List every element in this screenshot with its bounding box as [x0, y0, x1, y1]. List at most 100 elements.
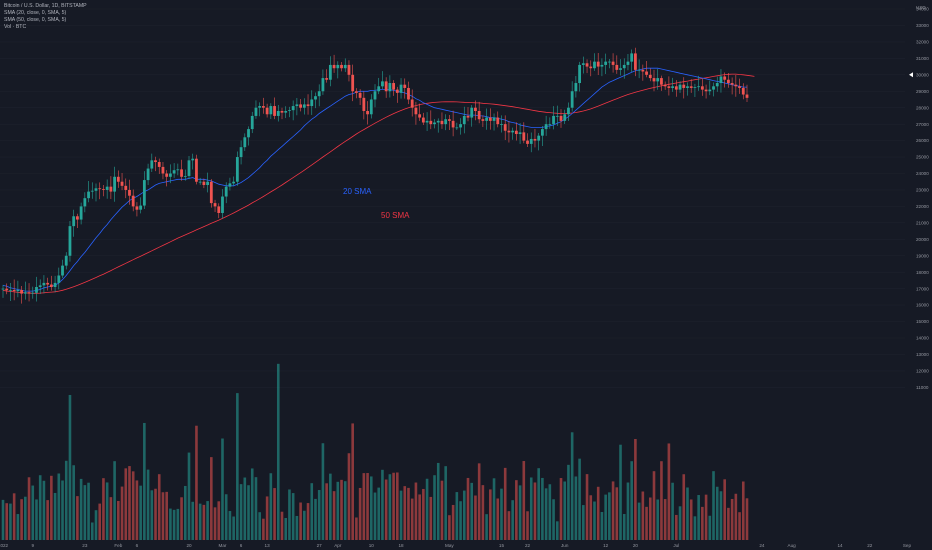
candle-body: [488, 117, 492, 121]
volume-bar: [284, 518, 288, 540]
candle-body: [388, 83, 392, 92]
candle-body: [421, 117, 425, 123]
time-tick-label: Jun: [561, 543, 569, 548]
candle-body: [16, 289, 20, 292]
volume-bar: [451, 504, 455, 540]
volume-bar: [414, 482, 418, 540]
candle-body: [492, 117, 496, 121]
candle-body: [131, 195, 135, 207]
symbol-title[interactable]: Bitcoin / U.S. Dollar, 1D, BITSTAMP: [4, 3, 87, 9]
volume-bar: [492, 478, 496, 540]
volume-bar: [459, 501, 462, 540]
volume-bar: [68, 394, 72, 540]
legend-volume[interactable]: Vol · BTC: [4, 24, 27, 30]
volume-bar: [466, 477, 470, 540]
candle-body: [511, 130, 515, 133]
volume-bar: [600, 512, 604, 540]
volume-bar: [247, 485, 250, 540]
time-tick-label: 24: [759, 543, 765, 548]
volume-bar: [217, 501, 221, 540]
candle-body: [355, 91, 358, 93]
volume-bar: [24, 496, 27, 540]
candle-body: [712, 86, 715, 90]
candle-body: [79, 206, 83, 220]
volume-bar: [704, 494, 708, 540]
volume-bar: [455, 492, 459, 540]
candle-body: [321, 78, 325, 92]
candle-body: [418, 114, 422, 118]
candle-body: [157, 161, 161, 167]
volume-bar: [317, 490, 321, 540]
legend-sma50[interactable]: SMA (50, close, 0, SMA, 5): [4, 17, 67, 23]
candle-body: [470, 107, 474, 118]
price-tick-label: 28000: [916, 105, 929, 110]
time-tick-label: 14: [837, 543, 843, 548]
candle-body: [526, 140, 529, 144]
volume-bar: [634, 438, 637, 540]
candle-body: [332, 64, 336, 69]
candle-body: [109, 186, 113, 192]
candle-body: [72, 216, 76, 227]
candle-body: [288, 110, 291, 111]
candle-body: [410, 99, 414, 108]
volume-bar: [87, 482, 90, 540]
candle-body: [466, 115, 470, 118]
volume-bar: [206, 501, 209, 540]
candle-body: [139, 205, 143, 210]
candle-body: [414, 107, 418, 115]
volume-bar: [481, 485, 485, 540]
volume-bar: [701, 506, 704, 540]
candle-body: [142, 180, 146, 206]
candle-body: [555, 115, 559, 117]
candle-body: [195, 158, 198, 182]
volume-bar: [585, 474, 589, 540]
candle-body: [589, 66, 593, 69]
volume-bar: [321, 443, 325, 540]
volume-bar: [276, 363, 280, 540]
volume-bar: [31, 485, 35, 540]
candle-body: [403, 84, 407, 88]
candle-body: [570, 91, 574, 108]
volume-bar: [139, 485, 142, 540]
volume-bar: [518, 485, 522, 540]
volume-bar: [381, 469, 384, 540]
volume-bar: [403, 486, 407, 540]
volume-bar: [124, 468, 128, 540]
candle-body: [667, 86, 671, 88]
volume-bar: [131, 471, 135, 540]
volume-bar: [180, 497, 183, 540]
price-candles: [1, 47, 749, 304]
volume-bar: [741, 481, 745, 540]
time-tick-label: 13: [265, 543, 271, 548]
candle-body: [9, 289, 12, 291]
volume-bar: [102, 478, 105, 540]
time-axis[interactable]: 2022923Feb620Mar61327Apr1018May1522Jun12…: [0, 543, 932, 548]
time-tick-label: May: [445, 543, 454, 548]
time-tick-label: 15: [499, 543, 505, 548]
candle-body: [53, 282, 57, 288]
legend-sma20[interactable]: SMA (20, close, 0, SMA, 5): [4, 10, 67, 16]
volume-bar: [169, 508, 172, 540]
volume-bar: [619, 444, 622, 540]
candle-body: [704, 89, 708, 92]
candle-body: [689, 86, 693, 88]
candle-body: [310, 99, 314, 107]
candle-body: [496, 117, 500, 125]
candle-body: [626, 61, 630, 65]
volume-bar: [239, 484, 243, 540]
candle-body: [451, 120, 455, 128]
price-axis[interactable]: 34000 33000 32000 31000 30000 29000 28000 27000…: [909, 7, 929, 390]
volume-bar: [12, 493, 16, 540]
candle-body: [291, 106, 295, 111]
volume-bar: [693, 516, 697, 540]
candle-body: [567, 107, 570, 115]
candle-body: [295, 104, 299, 107]
volume-bar: [128, 466, 131, 540]
volume-bar: [630, 461, 633, 540]
volume-bar: [183, 485, 187, 540]
volume-bar: [660, 461, 663, 540]
candle-body: [727, 79, 730, 84]
candle-body: [31, 292, 35, 294]
price-tick-label: 21000: [916, 220, 929, 225]
